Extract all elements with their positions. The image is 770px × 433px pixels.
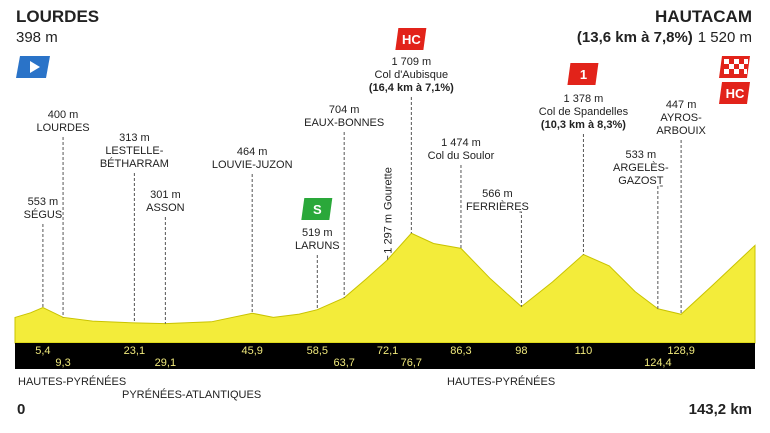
waypoint-name: ARGELÈS- <box>613 161 669 174</box>
waypoint-name: LESTELLE- <box>105 145 163 157</box>
waypoint-name: FERRIÈRES <box>466 200 529 213</box>
climb-category: 1 <box>580 67 587 82</box>
region-label: PYRÉNÉES-ATLANTIQUES <box>122 388 261 401</box>
km-label: 76,7 <box>401 357 422 369</box>
waypoint-altitude: 313 m <box>119 132 150 144</box>
climb-detail: (16,4 km à 7,1%) <box>369 82 454 94</box>
km-label: 124,4 <box>644 357 672 369</box>
sprint-label: S <box>313 202 322 217</box>
waypoint-altitude: 400 m <box>48 109 79 121</box>
km-label: 5,4 <box>35 345 50 357</box>
finish-altitude: 1 520 m <box>698 29 752 46</box>
category-badge <box>395 28 427 50</box>
waypoint-name: ASSON <box>146 202 185 214</box>
waypoint-name: AYROS- <box>660 112 702 124</box>
waypoint-name: GAZOST <box>618 175 664 187</box>
waypoint-name: LOUVIE-JUZON <box>212 159 293 171</box>
waypoint-name: ARBOUIX <box>656 125 706 137</box>
waypoint-name: LARUNS <box>295 240 340 252</box>
km-label: 86,3 <box>450 345 471 357</box>
waypoint-altitude: 1 474 m <box>441 137 481 149</box>
waypoint-altitude: 1 378 m <box>564 93 604 105</box>
km-label: 9,3 <box>55 357 70 369</box>
waypoint-name: SÉGUS <box>24 208 63 221</box>
region-label: HAUTES-PYRÉNÉES <box>18 375 126 388</box>
leader-line <box>519 211 522 307</box>
climb-category: HC <box>402 32 421 47</box>
finish-badge <box>719 82 750 104</box>
km-bar <box>15 343 755 369</box>
finish-category: HC <box>726 86 745 101</box>
x-tick-label: 0 <box>17 401 25 418</box>
finish-name: HAUTACAM <box>655 7 752 26</box>
region-label: HAUTES-PYRÉNÉES <box>447 375 555 388</box>
leader-line <box>657 185 663 309</box>
km-label: 23,1 <box>124 345 145 357</box>
waypoint-name: Col du Soulor <box>428 150 495 162</box>
waypoint-altitude: 519 m <box>302 227 333 239</box>
climb-detail: (10,3 km à 8,3%) <box>541 119 626 131</box>
sprint-badge <box>301 198 333 220</box>
waypoint-altitude: 464 m <box>237 146 268 158</box>
start-altitude: 398 m <box>16 29 58 46</box>
waypoint-name: LOURDES <box>36 122 89 134</box>
start-name: LOURDES <box>16 7 99 26</box>
category-badge <box>567 63 599 85</box>
profile-area <box>14 232 756 344</box>
km-label: 29,1 <box>155 357 176 369</box>
km-label: 45,9 <box>241 345 262 357</box>
waypoint-altitude: 1 709 m <box>391 56 431 68</box>
waypoint-altitude: 704 m <box>329 104 360 116</box>
waypoint-altitude: 553 m <box>28 196 59 208</box>
waypoint-altitude: 301 m <box>150 189 181 201</box>
km-label: 72,1 <box>377 345 398 357</box>
km-label: 128,9 <box>667 345 695 357</box>
waypoint-name: EAUX-BONNES <box>304 117 384 129</box>
waypoint-label: 1 297 m Gourette <box>383 167 395 254</box>
waypoint-altitude: 533 m <box>626 149 657 161</box>
waypoint-name: Gourette <box>383 167 395 210</box>
x-tick-label: 143,2 km <box>689 401 752 418</box>
km-label: 110 <box>575 345 593 357</box>
finish-climb: (13,6 km à 7,8%) <box>577 29 693 46</box>
waypoint-altitude: 566 m <box>482 188 513 200</box>
start-flag <box>16 56 50 78</box>
waypoint-name: Col d'Aubisque <box>375 69 449 81</box>
finish-info: (13,6 km à 7,8%) 1 520 m <box>577 29 752 46</box>
waypoint-name: BÉTHARRAM <box>100 157 169 170</box>
waypoint-name: Col de Spandelles <box>539 106 629 118</box>
waypoint-altitude: 447 m <box>666 99 697 111</box>
km-label: 98 <box>515 345 527 357</box>
finish-flag <box>719 56 750 78</box>
waypoint-altitude: 1 297 m <box>383 214 395 254</box>
km-label: 63,7 <box>333 357 354 369</box>
km-label: 58,5 <box>307 345 328 357</box>
